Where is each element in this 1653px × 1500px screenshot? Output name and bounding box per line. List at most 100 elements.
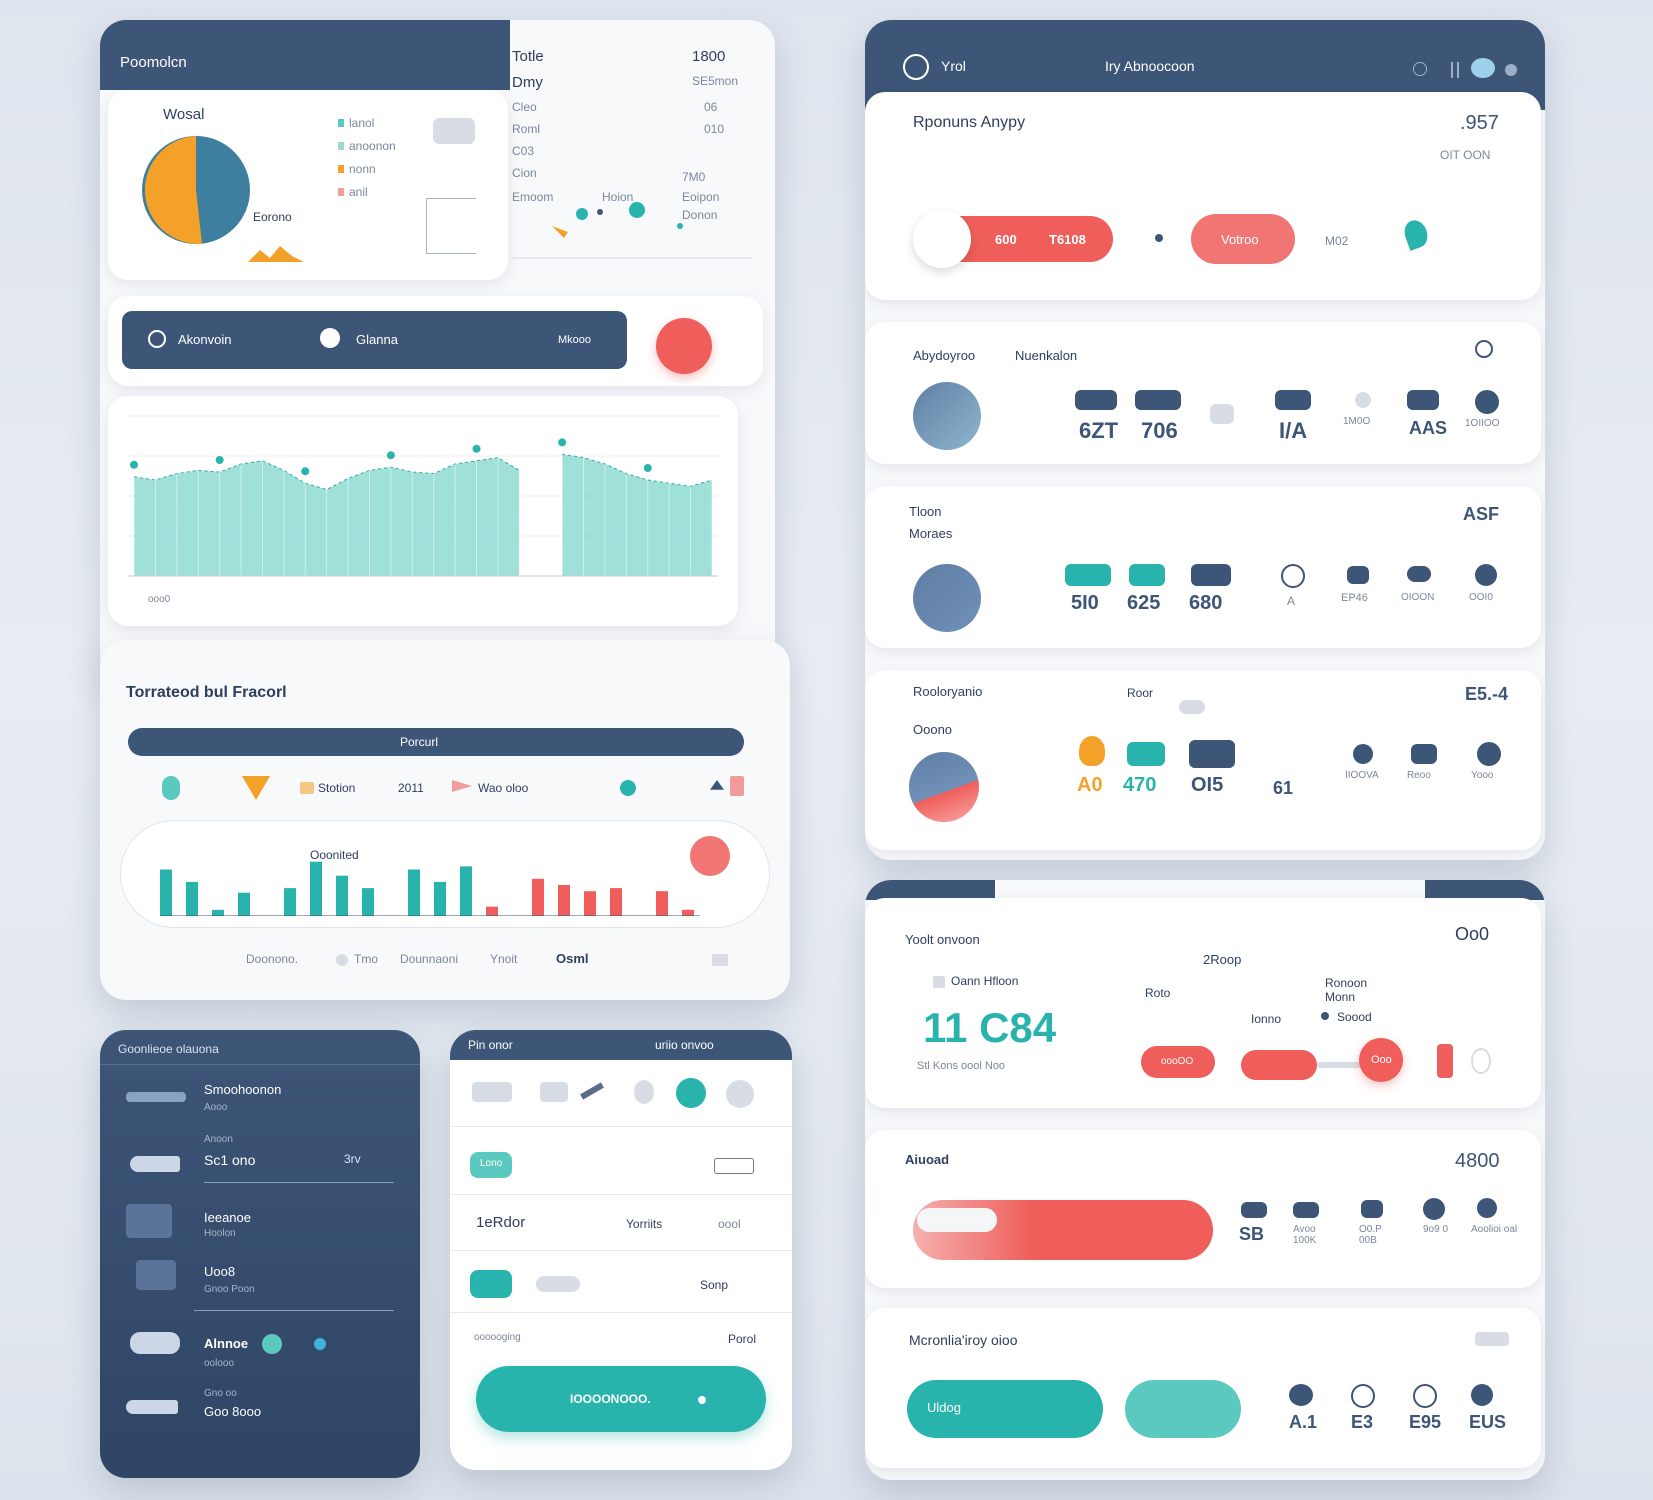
cloud-icon[interactable] xyxy=(1471,58,1495,78)
summary-table: Totle 1800 Dmy SE5mon Cleo 06 Roml 010 C… xyxy=(512,48,762,278)
tool-icon[interactable] xyxy=(540,1082,568,1102)
bar xyxy=(212,909,224,916)
ship-icon[interactable] xyxy=(320,328,340,348)
stat-chip[interactable] xyxy=(1065,564,1111,586)
nav-item[interactable]: Ieeanoe Hoolon xyxy=(122,1198,402,1254)
stat-chip[interactable] xyxy=(1275,390,1311,410)
chat-icon[interactable] xyxy=(676,1078,706,1108)
stat-chip[interactable] xyxy=(1411,744,1437,764)
info-icon[interactable] xyxy=(314,1338,326,1350)
kpi-slider-knob[interactable] xyxy=(1359,1038,1403,1082)
toolbar-panel: Akonvoin Glanna Mkooo xyxy=(108,296,763,386)
bar xyxy=(336,875,348,916)
record-button[interactable] xyxy=(656,318,712,374)
bulb-icon[interactable] xyxy=(634,1080,654,1104)
navigation-card: Goonlieoe olauona Smoohoonon Aooo Anoon … xyxy=(100,1030,420,1478)
range-slider-handle[interactable] xyxy=(913,210,971,268)
kpi-label: Oann Hfloon xyxy=(951,974,1019,988)
footer-item[interactable]: Ynoit xyxy=(490,952,518,966)
monitoring-button-2[interactable] xyxy=(1125,1380,1241,1438)
area-point xyxy=(130,460,138,469)
nav-item[interactable]: Uoo8 Gnoo Poon xyxy=(122,1254,402,1314)
toggle-icon[interactable] xyxy=(1179,700,1205,714)
footer-item[interactable]: Doonono. xyxy=(246,952,299,966)
filter-item[interactable]: 2011 xyxy=(398,781,424,795)
traffic-period-bar[interactable] xyxy=(128,728,744,756)
calendar-icon[interactable] xyxy=(712,954,728,966)
stat-icon xyxy=(1355,392,1371,408)
toolbar-item-3[interactable]: Mkooo xyxy=(558,334,592,346)
table-value: 06 xyxy=(704,100,718,114)
range-slider-label-a: 600 xyxy=(995,232,1017,247)
gauge-icon xyxy=(913,564,981,632)
compass-icon[interactable] xyxy=(903,54,929,80)
stat-chip[interactable] xyxy=(1135,390,1181,410)
allocation-stat: O0.P 00B xyxy=(1359,1224,1382,1246)
checkbox-icon[interactable] xyxy=(933,976,945,988)
user-icon[interactable] xyxy=(148,330,166,348)
more-icon[interactable] xyxy=(1475,1332,1509,1346)
primary-cta-button[interactable] xyxy=(476,1366,766,1432)
stat-chip[interactable] xyxy=(1191,564,1231,586)
kpi-slider[interactable] xyxy=(1241,1050,1317,1080)
allocation-slider-handle[interactable] xyxy=(917,1208,997,1232)
monitoring-stat: A.1 xyxy=(1289,1412,1318,1432)
filter-item[interactable]: Wao oloo xyxy=(478,781,529,795)
folder-icon xyxy=(126,1204,172,1238)
stat-chip[interactable] xyxy=(1189,740,1235,768)
gauge-icon xyxy=(909,752,979,822)
nav-item[interactable]: Alnnoe oolooo xyxy=(122,1326,402,1376)
status-tag[interactable] xyxy=(470,1152,512,1178)
stat-chip[interactable] xyxy=(1241,1202,1267,1218)
bar xyxy=(682,909,694,916)
monitoring-button-1[interactable] xyxy=(907,1380,1103,1438)
stat-chip[interactable] xyxy=(1129,564,1165,586)
stat-chip[interactable] xyxy=(1127,742,1165,766)
footer-item[interactable]: Dounnaoni xyxy=(400,952,459,966)
options-icon[interactable] xyxy=(433,118,475,144)
stat-chip[interactable] xyxy=(1361,1200,1383,1218)
stat-value: 680 xyxy=(1189,592,1223,614)
nav-item-sub: oolooo xyxy=(204,1358,235,1369)
kpi-button-1[interactable] xyxy=(1141,1046,1215,1078)
clock-icon[interactable] xyxy=(1413,62,1427,76)
stat-chip[interactable] xyxy=(1407,390,1439,410)
overview-header-title: Poomolcn xyxy=(120,54,187,71)
nav-item[interactable]: Smoohoonon Aooo xyxy=(122,1074,402,1124)
up-arrow-icon[interactable] xyxy=(710,780,724,790)
switch-icon[interactable] xyxy=(536,1276,580,1292)
vote-button[interactable] xyxy=(1191,214,1295,264)
nav-item[interactable]: Anoon Sc1 ono 3rv xyxy=(122,1130,402,1190)
stat-chip[interactable] xyxy=(1347,566,1369,584)
footer-right: Porol xyxy=(728,1332,757,1346)
toolbar-item-1[interactable]: Akonvoin xyxy=(178,332,232,347)
tool-icon[interactable] xyxy=(472,1082,512,1102)
footer-item[interactable]: Tmo xyxy=(354,952,378,966)
stat-chip[interactable] xyxy=(1075,390,1117,410)
stat-chip[interactable] xyxy=(1293,1202,1319,1218)
footer-item[interactable]: Osml xyxy=(556,951,589,966)
globe-icon[interactable] xyxy=(726,1080,754,1108)
toggle-knob-icon[interactable] xyxy=(690,836,730,876)
action-tag[interactable] xyxy=(470,1270,512,1298)
toolbar-item-2[interactable]: Glanna xyxy=(356,332,398,347)
filter-item[interactable]: Stotion xyxy=(318,781,356,795)
row-label: 1eRdor xyxy=(476,1214,526,1231)
kpi-circle-icon[interactable] xyxy=(1471,1048,1491,1074)
bar xyxy=(310,861,322,916)
traffic-footer: Doonono. Tmo Dounnaoni Ynoit Osml xyxy=(126,951,756,976)
menu-icon[interactable] xyxy=(1451,62,1459,78)
nav-item[interactable]: Gno oo Goo 8ooo xyxy=(122,1384,402,1434)
row-right: oool xyxy=(718,1217,741,1231)
allocation-value: 4800 xyxy=(1455,1150,1500,1172)
stat-value: 61 xyxy=(1273,778,1294,798)
stat-chip[interactable] xyxy=(1210,404,1234,424)
shield-icon xyxy=(242,776,270,800)
pen-icon[interactable] xyxy=(580,1082,604,1100)
stat-value: 470 xyxy=(1123,774,1157,796)
kpi-pin-icon[interactable] xyxy=(1437,1044,1453,1078)
card-icon xyxy=(136,1260,176,1290)
gauge-icon xyxy=(913,382,981,450)
settings-icon[interactable] xyxy=(1475,340,1493,358)
toggle-icon[interactable] xyxy=(714,1158,754,1174)
